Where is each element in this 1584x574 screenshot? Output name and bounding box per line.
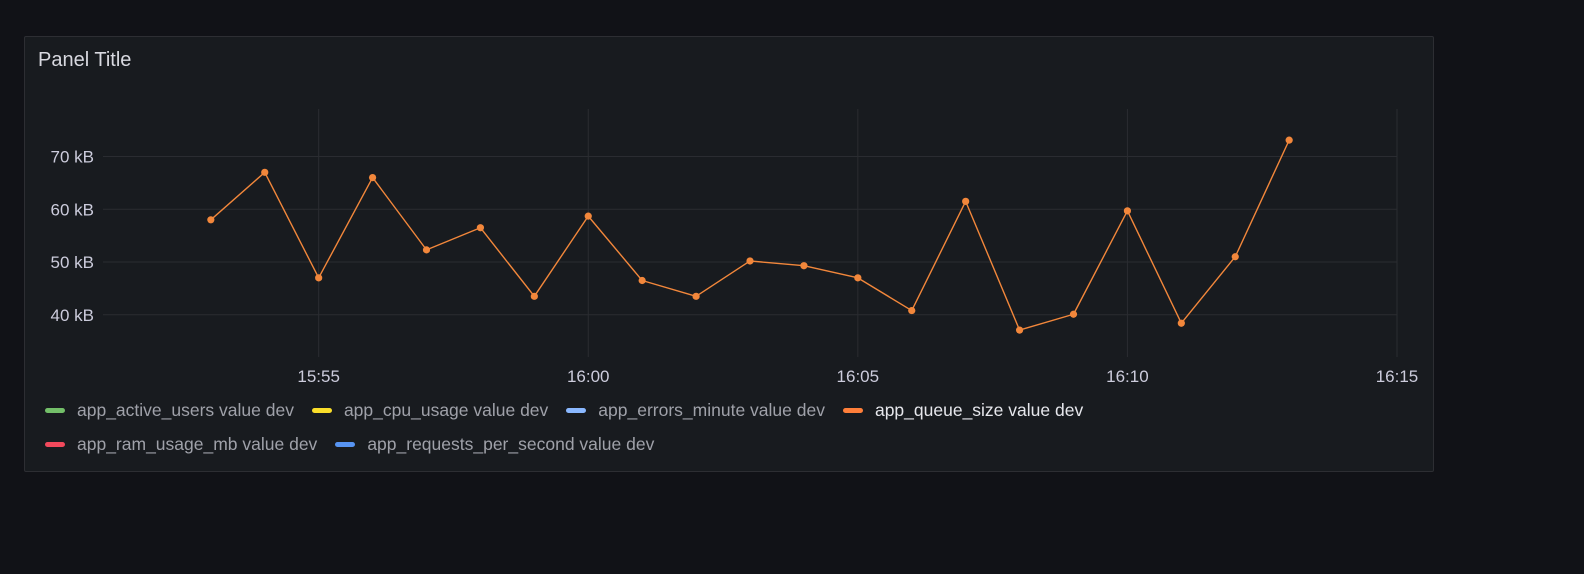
y-tick-label: 70 kB — [51, 147, 94, 166]
data-point — [1177, 319, 1185, 327]
data-point — [368, 173, 377, 182]
data-point — [1285, 136, 1293, 144]
legend-label: app_errors_minute value dev — [598, 399, 825, 420]
legend-label: app_requests_per_second value dev — [367, 433, 655, 454]
legend-item[interactable]: app_cpu_usage value dev — [311, 399, 549, 421]
data-point — [854, 274, 862, 282]
x-tick-label: 16:10 — [1106, 367, 1149, 386]
legend-color-swatch — [311, 407, 332, 413]
legend-row: app_active_users value dev app_cpu_usage … — [45, 393, 1405, 427]
data-point — [315, 274, 323, 282]
y-tick-label: 50 kB — [51, 253, 94, 272]
x-tick-label: 15:55 — [297, 367, 340, 386]
legend: app_active_users value dev app_cpu_usage … — [45, 393, 1405, 461]
legend-item[interactable]: app_errors_minute value dev — [566, 400, 825, 421]
legend-color-swatch — [842, 407, 863, 413]
data-point — [207, 216, 215, 224]
data-point — [422, 246, 431, 254]
data-point — [692, 292, 700, 300]
legend-item[interactable]: app_requests_per_second value dev — [335, 434, 654, 455]
data-point — [638, 276, 646, 285]
x-tick-label: 16:15 — [1376, 367, 1419, 386]
data-point — [584, 212, 592, 220]
legend-item[interactable]: app_ram_usage_mb value dev — [45, 434, 317, 455]
legend-color-swatch — [45, 407, 65, 413]
legend-label: app_ram_usage_mb value dev — [77, 433, 318, 454]
data-point — [1069, 310, 1078, 318]
data-point — [530, 292, 538, 300]
data-point — [962, 197, 970, 205]
y-tick-label: 40 kB — [51, 306, 94, 325]
legend-row: app_ram_usage_mb value dev app_requests_p… — [45, 427, 1405, 461]
legend-color-swatch — [566, 407, 587, 413]
legend-label: app_active_users value dev — [77, 399, 294, 420]
legend-label: app_queue_size value dev — [874, 399, 1084, 420]
data-point — [476, 224, 485, 232]
legend-item[interactable]: app_queue_size value dev — [842, 399, 1084, 421]
panel-title[interactable]: Panel Title — [38, 49, 132, 71]
legend-color-swatch — [45, 441, 65, 447]
data-point — [746, 257, 754, 265]
data-point — [908, 306, 916, 315]
data-point — [261, 168, 269, 176]
data-point — [1231, 253, 1239, 261]
legend-item[interactable]: app_active_users value dev — [45, 400, 294, 421]
data-point — [1015, 326, 1024, 334]
y-tick-label: 60 kB — [51, 200, 94, 219]
legend-color-swatch — [335, 441, 356, 447]
data-point — [800, 262, 808, 270]
time-series-panel: Panel Title 40 kB 50 kB 60 kB 70 kB 15:55 16:… — [24, 36, 1434, 472]
legend-label: app_cpu_usage value dev — [343, 399, 549, 420]
data-point — [1123, 207, 1132, 215]
x-tick-label: 16:05 — [837, 367, 880, 386]
line-chart: 40 kB 50 kB 60 kB 70 kB 15:55 16:00 16:05 16:10… — [51, 109, 1419, 386]
x-tick-label: 16:00 — [567, 367, 610, 386]
